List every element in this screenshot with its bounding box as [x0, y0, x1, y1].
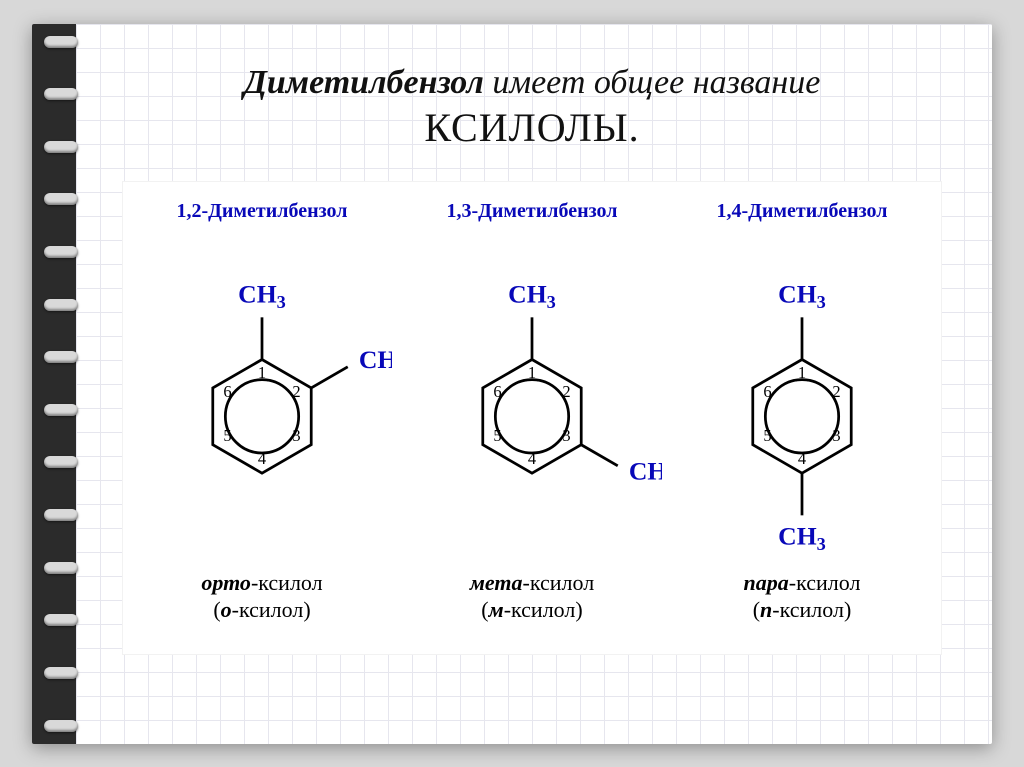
caption-main: -ксилол [789, 570, 861, 595]
svg-text:5: 5 [223, 426, 231, 445]
spiral-ring [44, 246, 78, 258]
caption-main: -ксилол [251, 570, 323, 595]
spiral-ring [44, 562, 78, 574]
spiral-ring [44, 88, 78, 100]
isomer-caption: пара-ксилол(п-ксилол) [744, 569, 861, 624]
svg-text:CH3: CH3 [508, 279, 556, 312]
svg-text:6: 6 [493, 382, 501, 401]
svg-text:CH3: CH3 [238, 279, 286, 312]
caption-prefix: мета [470, 570, 523, 595]
isomer-name: 1,3-Диметилбензол [446, 200, 617, 223]
content-area: Диметилбензол имеет общее название КСИЛО… [92, 54, 972, 724]
svg-text:2: 2 [562, 382, 570, 401]
isomer-meta: 1,3-Диметилбензол123456CH3CH3мета-ксилол… [406, 200, 657, 624]
svg-text:CH3: CH3 [359, 344, 392, 377]
svg-text:1: 1 [258, 362, 266, 381]
svg-text:5: 5 [493, 426, 501, 445]
svg-text:6: 6 [763, 382, 771, 401]
notebook-page: Диметилбензол имеет общее название КСИЛО… [32, 24, 992, 744]
spiral-ring [44, 351, 78, 363]
isomer-para: 1,4-Диметилбензол 1 2 3 4 5 6 CH3 CH3 пара-ксилол… [676, 200, 927, 624]
spiral-ring [44, 720, 78, 732]
caption-paren: (п-ксилол) [753, 597, 852, 622]
spiral-ring [44, 299, 78, 311]
title-bold-word: Диметилбензол [244, 64, 484, 101]
caption-paren: (о-ксилол) [213, 597, 310, 622]
spiral-ring [44, 404, 78, 416]
caption-paren: (м-ксилол) [481, 597, 582, 622]
isomer-panel: 1,2-Диметилбензол123456CH3CH3орто-ксилол… [122, 181, 942, 655]
svg-text:2: 2 [292, 382, 300, 401]
svg-text:6: 6 [223, 382, 231, 401]
isomer-caption: орто-ксилол(о-ксилол) [201, 569, 322, 624]
svg-text:CH3: CH3 [778, 521, 826, 554]
caption-prefix: орто [201, 570, 251, 595]
spiral-ring [44, 456, 78, 468]
svg-text:1: 1 [528, 362, 536, 381]
svg-text:4: 4 [528, 449, 536, 468]
svg-text:4: 4 [258, 449, 266, 468]
svg-text:CH3: CH3 [778, 279, 826, 312]
molecule-para: 1 2 3 4 5 6 CH3 CH3 [672, 233, 932, 563]
spiral-ring [44, 141, 78, 153]
caption-prefix: пара [744, 570, 789, 595]
title-line-2: КСИЛОЛЫ. [122, 104, 942, 151]
spiral-ring [44, 614, 78, 626]
page-title: Диметилбензол имеет общее название КСИЛО… [122, 64, 942, 151]
molecule-ortho: 1 2 3 4 5 6 CH3 CH3 [132, 233, 392, 563]
svg-text:3: 3 [292, 426, 300, 445]
isomer-name: 1,2-Диметилбензол [176, 200, 347, 223]
spiral-ring [44, 36, 78, 48]
svg-text:3: 3 [562, 426, 570, 445]
molecule-meta: 1 2 3 4 5 6 CH3 CH3 [402, 233, 662, 563]
isomer-caption: мета-ксилол(м-ксилол) [470, 569, 594, 624]
svg-text:CH3: CH3 [629, 456, 662, 489]
spiral-ring [44, 509, 78, 521]
spiral-ring [44, 667, 78, 679]
spiral-spine [32, 24, 76, 744]
title-rest: имеет общее название [484, 64, 820, 101]
svg-text:2: 2 [832, 382, 840, 401]
isomer-name: 1,4-Диметилбензол [716, 200, 887, 223]
title-line-1: Диметилбензол имеет общее название [122, 64, 942, 102]
spiral-ring [44, 193, 78, 205]
isomer-ortho: 1,2-Диметилбензол123456CH3CH3орто-ксилол… [136, 200, 387, 624]
svg-text:3: 3 [832, 426, 840, 445]
svg-text:4: 4 [798, 449, 806, 468]
svg-text:5: 5 [763, 426, 771, 445]
svg-text:1: 1 [798, 362, 806, 381]
caption-main: -ксилол [523, 570, 595, 595]
